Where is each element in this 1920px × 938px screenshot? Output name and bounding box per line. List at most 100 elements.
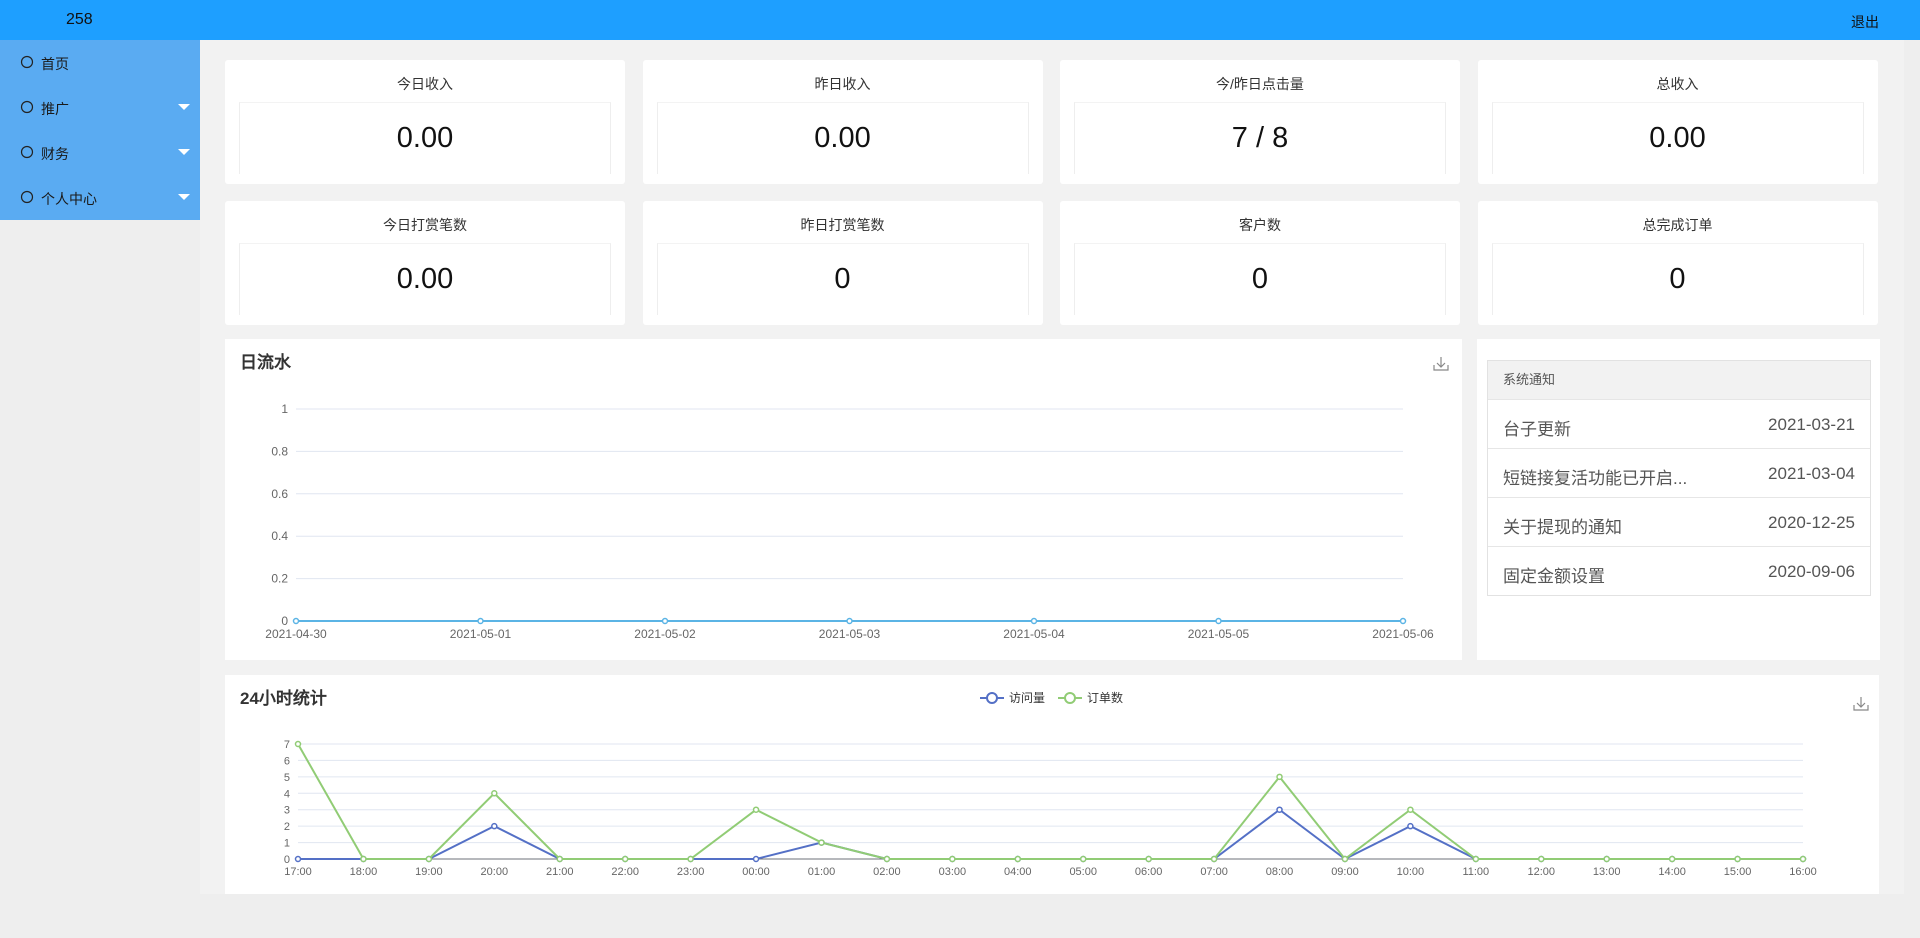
point — [491, 822, 498, 830]
stat-card: 总收入 0.00 — [1477, 60, 1878, 184]
x-tick-label: 09:00 — [1331, 866, 1359, 878]
notice-date: 2021-03-21 — [1768, 415, 1855, 434]
header: 258 退出 — [0, 0, 1920, 40]
x-tick-label: 2021-05-02 — [634, 627, 696, 641]
point — [1407, 822, 1414, 830]
x-tick-label: 06:00 — [1135, 866, 1163, 878]
download-shape — [1433, 357, 1449, 371]
x-tick-label: 20:00 — [481, 866, 509, 878]
series-line — [297, 743, 1803, 861]
notice-item[interactable]: 固定金额设置 2020-09-06 — [1488, 546, 1870, 595]
point — [1734, 855, 1741, 863]
x-tick-label: 11:00 — [1462, 866, 1489, 878]
point — [818, 839, 825, 846]
download-icon[interactable] — [1433, 357, 1449, 371]
stat-card: 总完成订单 0 — [1477, 201, 1878, 325]
y-tick-label: 1 — [281, 402, 288, 416]
download-shape — [1853, 697, 1869, 711]
notice-title: 关于提现的通知 — [1503, 518, 1622, 537]
notice-date: 2021-03-04 — [1768, 464, 1855, 483]
expand-arrow — [178, 194, 190, 200]
point — [1014, 855, 1022, 863]
stat-card: 今日收入 0.00 — [225, 60, 625, 184]
point — [661, 617, 669, 625]
menu-item[interactable]: 个人中心 — [0, 175, 200, 220]
x-tick-label: 2021-05-06 — [1372, 627, 1434, 641]
chart-title: 日流水 — [240, 352, 292, 372]
menu-item[interactable]: 首页 — [0, 40, 200, 85]
stat-card: 今/昨日点击量 7 / 8 — [1060, 60, 1460, 184]
y-tick-label: 0.4 — [271, 529, 288, 543]
daily-chart: 日流水 0 0.2 0.4 0.6 0.8 1 2021-04-30 2021-05-01 202… — [240, 352, 1449, 641]
x-tick-label: 03:00 — [939, 866, 967, 878]
x-tick-label: 19:00 — [415, 866, 443, 878]
stat-value: 0 — [1669, 263, 1686, 295]
notice-item[interactable]: 台子更新 2021-03-21 — [1488, 399, 1870, 448]
arrow-shape — [178, 149, 190, 155]
x-tick-label: 07:00 — [1200, 866, 1228, 878]
y-tick-label: 3 — [284, 805, 290, 817]
x-tick-label: 2021-05-03 — [819, 627, 881, 641]
x-tick-label: 21:00 — [546, 866, 574, 878]
menu-item[interactable]: 财务 — [0, 130, 200, 175]
point — [1030, 617, 1038, 625]
menu-label: 财务 — [41, 146, 69, 162]
menu-label: 个人中心 — [41, 191, 97, 207]
y-tick-label: 7 — [284, 739, 290, 751]
notice-box: 系统通知 台子更新 2021-03-21 短链接复活功能已开启... 2021-03-… — [1487, 360, 1871, 596]
notice-title: 台子更新 — [1503, 420, 1571, 439]
main: 今日收入 0.00 昨日收入 0.00 今/昨日点击量 7 / 8 总收入 0.00 今日打赏笔… — [200, 40, 1904, 894]
point — [477, 617, 484, 625]
menu-icon — [20, 100, 34, 114]
download-icon[interactable] — [1853, 697, 1869, 711]
stat-label: 总收入 — [1656, 76, 1699, 92]
legend-label: 订单数 — [1087, 690, 1123, 705]
point — [1472, 855, 1480, 863]
point — [1603, 855, 1610, 863]
stat-box — [239, 102, 611, 174]
menu-label: 首页 — [41, 56, 69, 72]
stat-box — [239, 243, 611, 315]
y-tick-label: 0.6 — [271, 487, 288, 501]
point — [846, 617, 853, 625]
expand-arrow — [178, 149, 190, 155]
legend-item[interactable]: 访问量 — [980, 691, 1045, 705]
notice-item[interactable]: 关于提现的通知 2020-12-25 — [1488, 497, 1870, 546]
point — [1538, 855, 1545, 863]
site-title: 258 — [66, 11, 93, 28]
sidebar: 首页推广财务个人中心 — [0, 40, 200, 220]
logout[interactable]: 退出 — [1851, 14, 1879, 30]
notice-item[interactable]: 短链接复活功能已开启... 2021-03-04 — [1488, 448, 1870, 497]
y-tick-label: 4 — [284, 788, 290, 800]
menu-icon — [20, 190, 34, 204]
y-tick-label: 6 — [284, 755, 290, 767]
point — [292, 617, 300, 625]
stat-label: 总完成订单 — [1642, 217, 1713, 233]
x-tick-label: 00:00 — [742, 866, 770, 878]
y-tick-label: 0 — [284, 854, 290, 866]
point — [883, 855, 891, 863]
stat-value: 0 — [834, 263, 851, 295]
icon-shape — [20, 190, 34, 204]
stat-value: 0.00 — [396, 263, 454, 295]
legend-item[interactable]: 订单数 — [1058, 690, 1123, 705]
stat-box — [1074, 102, 1446, 174]
point — [1399, 617, 1407, 625]
x-tick-label: 18:00 — [350, 866, 378, 878]
arrow-shape — [178, 104, 190, 110]
stat-box — [1491, 102, 1864, 174]
stat-box — [656, 102, 1029, 174]
notice-date: 2020-12-25 — [1768, 513, 1855, 532]
stat-box — [1491, 243, 1864, 315]
chart-title: 24小时统计 — [240, 688, 327, 708]
menu-item[interactable]: 推广 — [0, 85, 200, 130]
stat-card: 客户数 0 — [1060, 201, 1460, 325]
point — [294, 855, 302, 863]
point — [949, 855, 956, 863]
x-tick-label: 23:00 — [677, 866, 705, 878]
arrow-shape — [178, 194, 190, 200]
stat-box — [1074, 243, 1446, 315]
expand-arrow — [178, 104, 190, 110]
x-tick-label: 01:00 — [808, 866, 836, 878]
point — [1276, 806, 1283, 813]
